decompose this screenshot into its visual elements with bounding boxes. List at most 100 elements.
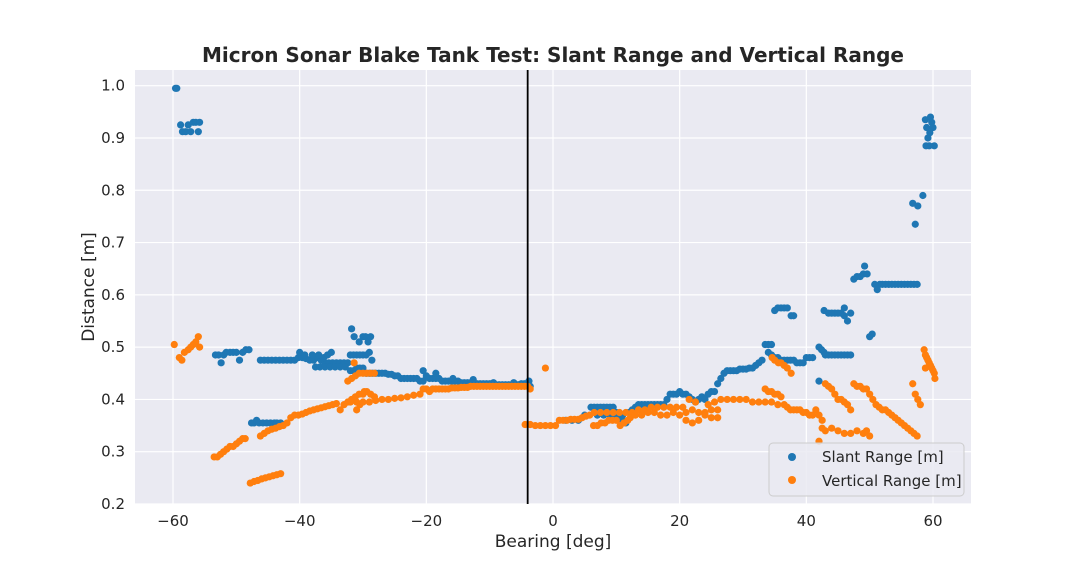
data-point — [416, 390, 424, 398]
data-point — [840, 304, 848, 312]
legend-box — [768, 442, 965, 497]
data-point — [232, 348, 240, 356]
grid-lines — [135, 70, 971, 505]
data-point — [644, 408, 652, 417]
data-point — [840, 429, 848, 438]
data-point — [672, 403, 681, 411]
x-axis-label: Bearing [deg] — [495, 532, 612, 552]
legend-label-vertical-range: Vertical Range [m] — [822, 472, 962, 490]
data-point — [777, 393, 785, 401]
data-point — [669, 408, 677, 417]
chart-title: Micron Sonar Blake Tank Test: Slant Rang… — [202, 43, 904, 67]
data-point — [355, 338, 363, 346]
x-tick-label: −20 — [411, 512, 443, 530]
data-points — [170, 84, 939, 487]
data-point — [350, 333, 358, 341]
data-point — [182, 128, 190, 136]
data-point — [909, 380, 917, 388]
data-point — [695, 408, 703, 417]
data-point — [861, 262, 869, 270]
data-point — [691, 398, 700, 406]
data-point — [913, 432, 921, 440]
y-tick-label: 0.9 — [101, 129, 125, 147]
data-point — [723, 395, 731, 404]
data-point — [615, 408, 624, 417]
data-point — [370, 369, 378, 377]
data-point — [922, 142, 930, 150]
y-tick-label: 0.8 — [101, 181, 125, 199]
data-point — [634, 406, 643, 414]
legend-marker-slant-range — [788, 453, 796, 461]
data-point — [326, 363, 334, 371]
data-point — [847, 429, 855, 438]
data-point — [235, 356, 244, 364]
series-vertical-range — [170, 333, 939, 487]
data-point — [336, 406, 344, 414]
data-point — [913, 280, 921, 288]
data-point — [758, 356, 766, 364]
data-point — [241, 435, 249, 443]
data-point — [196, 118, 204, 126]
legend-label-slant-range: Slant Range [m] — [822, 448, 944, 466]
data-point — [196, 343, 204, 351]
data-point — [812, 406, 820, 414]
data-point — [923, 123, 931, 132]
y-tick-label: 0.3 — [101, 443, 125, 461]
data-point — [546, 421, 555, 430]
data-point — [403, 393, 411, 401]
data-point — [173, 84, 181, 92]
data-point — [695, 416, 703, 424]
data-point — [336, 363, 344, 371]
data-point — [818, 416, 826, 424]
data-point — [929, 123, 937, 132]
data-point — [688, 406, 696, 414]
data-point — [815, 411, 823, 419]
data-point — [365, 398, 373, 406]
data-point — [866, 432, 874, 440]
data-point — [536, 421, 544, 430]
data-point — [862, 385, 871, 393]
data-point — [809, 353, 817, 362]
data-point — [638, 411, 646, 419]
data-point — [847, 351, 855, 359]
data-point — [217, 359, 225, 367]
data-point — [365, 348, 373, 356]
data-point — [657, 411, 665, 419]
data-point — [717, 374, 725, 383]
data-point — [419, 367, 427, 375]
data-point — [831, 390, 839, 398]
data-point — [663, 411, 671, 419]
data-point — [367, 333, 375, 341]
data-point — [384, 395, 392, 404]
data-point — [843, 317, 852, 325]
data-point — [755, 398, 763, 406]
data-point — [346, 398, 354, 406]
data-point — [707, 406, 715, 414]
data-point — [368, 356, 376, 364]
data-point — [682, 416, 690, 424]
data-point — [840, 312, 848, 320]
data-point — [378, 395, 386, 404]
data-point — [868, 330, 876, 338]
data-point — [701, 395, 709, 404]
data-point — [926, 129, 934, 137]
data-point — [419, 377, 427, 385]
data-point — [679, 403, 687, 411]
data-point — [187, 128, 195, 136]
data-point — [359, 398, 367, 406]
y-axis-label: Distance [m] — [79, 232, 99, 342]
data-point — [348, 325, 356, 333]
data-point — [660, 403, 668, 411]
data-point — [676, 411, 684, 419]
y-tick-label: 0.4 — [101, 390, 125, 408]
data-point — [359, 364, 367, 372]
data-point — [331, 363, 339, 371]
data-point — [914, 202, 922, 210]
data-point — [821, 427, 829, 435]
data-point — [736, 395, 744, 404]
data-point — [245, 346, 253, 354]
data-point — [921, 364, 930, 372]
data-point — [350, 359, 358, 367]
data-point — [862, 427, 871, 435]
